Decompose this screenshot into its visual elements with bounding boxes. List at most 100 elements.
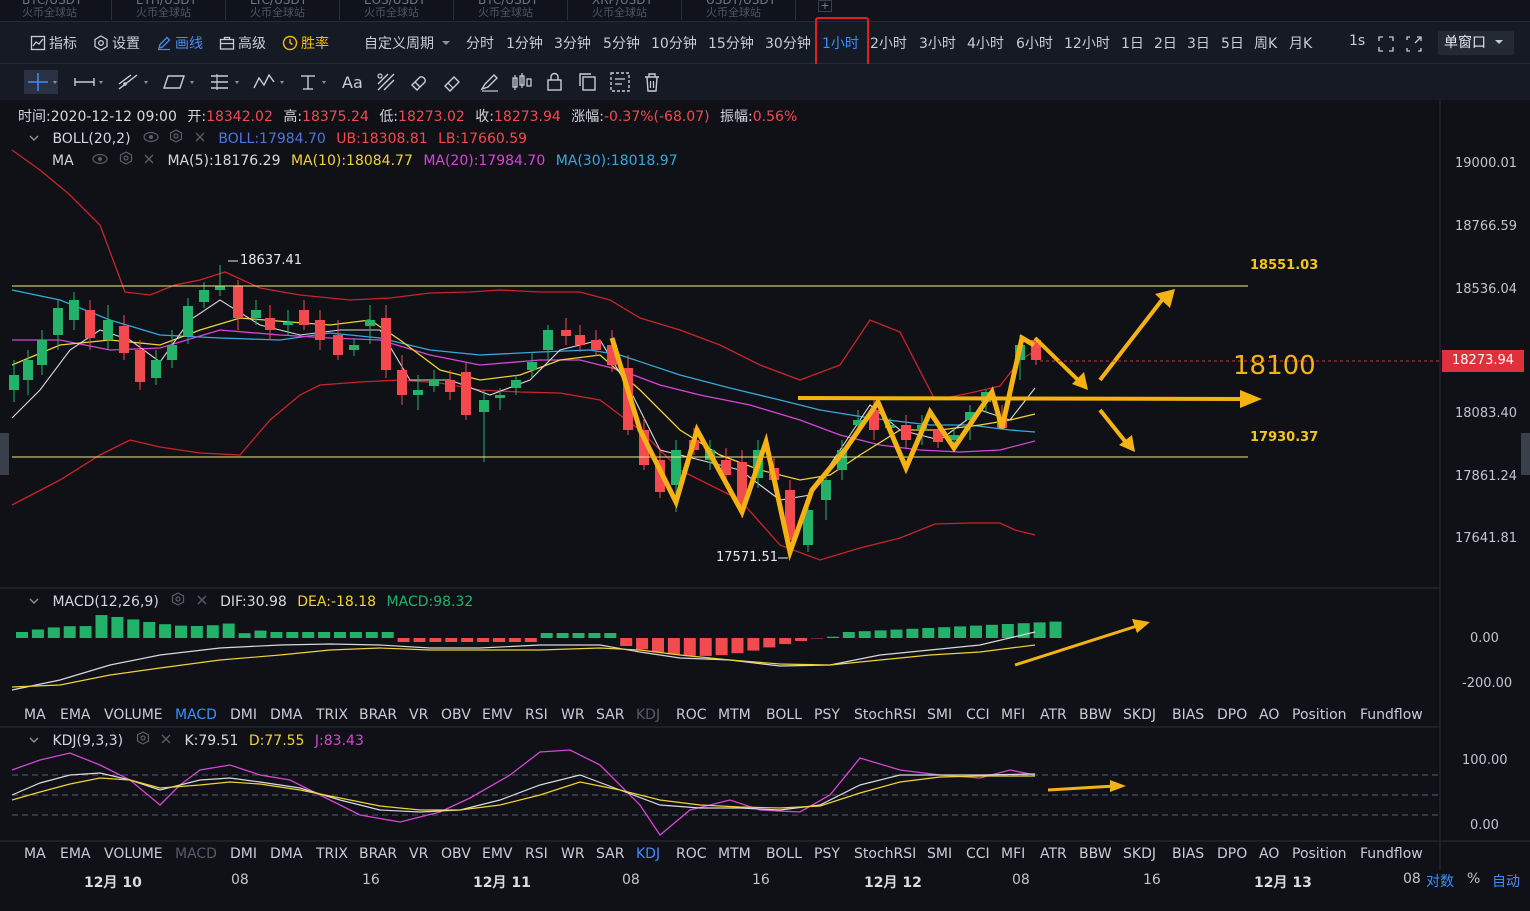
indicator-tab-obv[interactable]: OBV — [441, 707, 471, 723]
crosshair-tool[interactable] — [24, 70, 58, 94]
sub-indicator-tab-cci[interactable]: CCI — [966, 846, 990, 862]
sub-indicator-tab-volume[interactable]: VOLUME — [104, 846, 163, 862]
close-icon[interactable] — [160, 733, 172, 745]
period-option[interactable]: 5分钟 — [603, 36, 640, 52]
candle-tool[interactable] — [510, 70, 544, 94]
indicator-tab-smi[interactable]: SMI — [927, 707, 953, 723]
sub-indicator-tab-position[interactable]: Position — [1292, 846, 1347, 862]
refresh-interval[interactable]: 1s — [1349, 33, 1366, 49]
collapse-chevron-icon[interactable] — [28, 735, 40, 745]
indicator-tab-dma[interactable]: DMA — [270, 707, 303, 723]
market-tab[interactable]: BTC/USDT 火币全球站 — [0, 0, 112, 20]
kdj-name[interactable]: KDJ(9,3,3) — [52, 733, 124, 749]
indicator-tab-dpo[interactable]: DPO — [1217, 707, 1248, 723]
sub-indicator-tab-dma[interactable]: DMA — [270, 846, 303, 862]
period-option[interactable]: 3日 — [1187, 36, 1210, 52]
indicator-tab-roc[interactable]: ROC — [676, 707, 707, 723]
pattern-tool[interactable] — [374, 70, 408, 94]
indicator-tab-boll[interactable]: BOLL — [766, 707, 802, 723]
sub-indicator-tab-vr[interactable]: VR — [409, 846, 429, 862]
window-mode-dropdown[interactable]: 单窗口 — [1438, 31, 1514, 55]
indicator-tab-mtm[interactable]: MTM — [718, 707, 751, 723]
eye-icon[interactable] — [92, 153, 108, 165]
fibonacci-tool[interactable] — [208, 70, 242, 94]
period-option[interactable]: 3分钟 — [554, 36, 591, 52]
indicator-tab-ao[interactable]: AO — [1259, 707, 1280, 723]
indicator-tab-bias[interactable]: BIAS — [1172, 707, 1205, 723]
brush-tool[interactable] — [478, 70, 512, 94]
sub-indicator-tab-brar[interactable]: BRAR — [359, 846, 398, 862]
indicator-tab-sar[interactable]: SAR — [596, 707, 625, 723]
indicator-tab-cci[interactable]: CCI — [966, 707, 990, 723]
indicator-tab-ema[interactable]: EMA — [60, 707, 91, 723]
sub-indicator-tab-psy[interactable]: PSY — [814, 846, 840, 862]
period-option[interactable]: 2小时 — [870, 36, 907, 52]
copy-tool[interactable] — [576, 70, 610, 94]
sub-indicator-tab-stochrsi[interactable]: StochRSI — [854, 846, 917, 862]
sub-indicator-tab-ao[interactable]: AO — [1259, 846, 1280, 862]
indicator-tab-trix[interactable]: TRIX — [316, 707, 348, 723]
sub-indicator-tab-rsi[interactable]: RSI — [525, 846, 548, 862]
sub-indicator-tab-trix[interactable]: TRIX — [316, 846, 348, 862]
macd-name[interactable]: MACD(12,26,9) — [52, 594, 159, 610]
gear-icon[interactable] — [169, 129, 183, 143]
market-tab[interactable]: EOS/USDT 火币全球站 — [342, 0, 454, 20]
close-icon[interactable] — [143, 153, 155, 165]
period-option[interactable]: 30分钟 — [765, 36, 811, 52]
eye-icon[interactable] — [143, 131, 159, 143]
sub-indicator-tab-bbw[interactable]: BBW — [1079, 846, 1112, 862]
indicator-tab-wr[interactable]: WR — [561, 707, 585, 723]
chart-area[interactable] — [0, 100, 1530, 911]
indicator-tab-dmi[interactable]: DMI — [230, 707, 257, 723]
lock-tool[interactable] — [543, 70, 577, 94]
sub-indicator-tab-dpo[interactable]: DPO — [1217, 846, 1248, 862]
sub-indicator-tab-roc[interactable]: ROC — [676, 846, 707, 862]
market-tab[interactable]: USDT/USDT 火币全球站 — [684, 0, 796, 20]
sub-indicator-tab-kdj[interactable]: KDJ — [636, 846, 661, 862]
close-icon[interactable] — [196, 594, 208, 606]
indicator-tab-skdj[interactable]: SKDJ — [1123, 707, 1156, 723]
sub-indicator-tab-dmi[interactable]: DMI — [230, 846, 257, 862]
indicator-tab-kdj[interactable]: KDJ — [636, 707, 661, 723]
indicator-tab-ma[interactable]: MA — [24, 707, 46, 723]
sub-indicator-tab-obv[interactable]: OBV — [441, 846, 471, 862]
measure-tool[interactable] — [298, 70, 332, 94]
draw-button[interactable]: 画线 — [156, 33, 203, 53]
template-tool[interactable] — [608, 70, 642, 94]
wave-tool[interactable] — [252, 70, 286, 94]
period-option[interactable]: 6小时 — [1016, 36, 1053, 52]
gear-icon[interactable] — [136, 731, 150, 745]
screenshot-button[interactable] — [1406, 34, 1425, 54]
fullscreen-button[interactable] — [1378, 34, 1397, 54]
trend-line-tool[interactable] — [116, 70, 150, 94]
sub-indicator-tab-emv[interactable]: EMV — [482, 846, 513, 862]
sub-indicator-tab-ema[interactable]: EMA — [60, 846, 91, 862]
indicator-tab-fundflow[interactable]: Fundflow — [1360, 707, 1423, 723]
market-tab[interactable]: XRP/USDT 火币全球站 — [570, 0, 682, 20]
sub-indicator-tab-mfi[interactable]: MFI — [1001, 846, 1026, 862]
collapse-chevron-icon[interactable] — [28, 133, 40, 143]
indicator-tab-atr[interactable]: ATR — [1040, 707, 1067, 723]
market-tab[interactable]: LTC/USDT 火币全球站 — [228, 0, 340, 20]
period-option[interactable]: 5日 — [1221, 36, 1244, 52]
indicators-button[interactable]: 指标 — [30, 33, 77, 53]
indicator-tab-brar[interactable]: BRAR — [359, 707, 398, 723]
period-option[interactable]: 12小时 — [1064, 36, 1110, 52]
horizontal-ray-tool[interactable] — [72, 70, 106, 94]
period-option[interactable]: 月K — [1289, 36, 1313, 52]
period-option[interactable]: 10分钟 — [651, 36, 697, 52]
collapse-chevron-icon[interactable] — [28, 596, 40, 606]
eraser-tool[interactable] — [440, 70, 474, 94]
sub-indicator-tab-wr[interactable]: WR — [561, 846, 585, 862]
settings-button[interactable]: 设置 — [93, 33, 140, 53]
chart-canvas[interactable] — [0, 100, 1530, 911]
gear-icon[interactable] — [119, 151, 133, 165]
indicator-tab-psy[interactable]: PSY — [814, 707, 840, 723]
sub-indicator-tab-boll[interactable]: BOLL — [766, 846, 802, 862]
text-tool[interactable]: Aa — [342, 70, 376, 94]
sub-indicator-tab-smi[interactable]: SMI — [927, 846, 953, 862]
boll-name[interactable]: BOLL(20,2) — [52, 131, 131, 147]
indicator-tab-bbw[interactable]: BBW — [1079, 707, 1112, 723]
sub-indicator-tab-macd[interactable]: MACD — [175, 846, 217, 862]
advanced-button[interactable]: 高级 — [219, 33, 266, 53]
